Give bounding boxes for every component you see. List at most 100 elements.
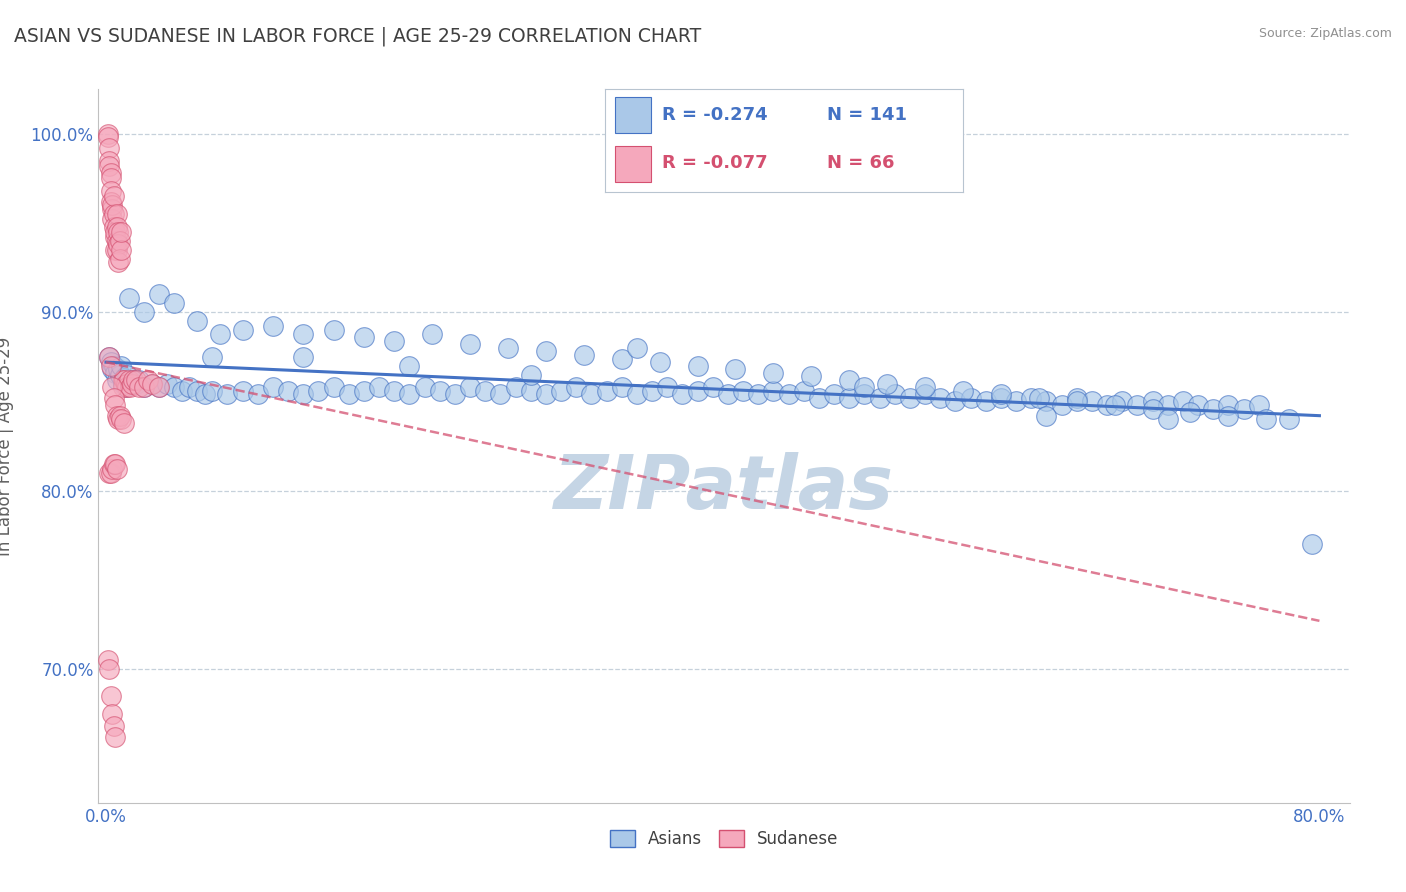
Point xyxy=(572,348,595,362)
Point xyxy=(292,326,315,341)
Point xyxy=(262,319,284,334)
Point xyxy=(1157,398,1180,412)
Point xyxy=(105,409,128,423)
Point xyxy=(307,384,329,398)
Point xyxy=(98,153,121,168)
Point xyxy=(420,326,443,341)
Point xyxy=(762,384,785,398)
Point xyxy=(138,373,160,387)
Point xyxy=(1104,398,1126,412)
Point xyxy=(114,380,136,394)
Point xyxy=(100,184,122,198)
Point xyxy=(626,387,648,401)
Point xyxy=(292,350,315,364)
Point xyxy=(122,373,145,387)
Point xyxy=(104,730,127,744)
Point xyxy=(105,373,128,387)
Point xyxy=(914,387,936,401)
Point xyxy=(100,466,122,480)
Point xyxy=(105,234,128,248)
Point xyxy=(108,252,131,266)
Point xyxy=(1278,412,1301,426)
Point xyxy=(793,384,815,398)
Point xyxy=(1081,394,1104,409)
Point xyxy=(838,391,860,405)
Point xyxy=(103,189,125,203)
Point xyxy=(262,380,284,394)
Point xyxy=(110,243,132,257)
Point xyxy=(626,341,648,355)
Text: R = -0.077: R = -0.077 xyxy=(662,153,768,171)
Point xyxy=(945,394,967,409)
Point xyxy=(100,359,122,373)
Point xyxy=(496,341,519,355)
Point xyxy=(156,376,179,391)
Point xyxy=(550,384,572,398)
Point xyxy=(104,366,127,380)
Point xyxy=(1066,394,1088,409)
Point xyxy=(1171,394,1194,409)
Point xyxy=(823,387,845,401)
Point xyxy=(1005,394,1028,409)
Point xyxy=(876,376,898,391)
Point xyxy=(581,387,603,401)
Point xyxy=(98,466,121,480)
Point xyxy=(112,371,135,385)
Point xyxy=(104,230,127,244)
Point xyxy=(413,380,436,394)
Point xyxy=(277,384,299,398)
Point xyxy=(163,296,186,310)
Point xyxy=(121,376,143,391)
Point xyxy=(1142,401,1164,416)
Point xyxy=(444,387,467,401)
Point xyxy=(231,384,253,398)
Point xyxy=(489,387,512,401)
Point xyxy=(100,355,122,369)
Point xyxy=(118,291,141,305)
Text: Source: ZipAtlas.com: Source: ZipAtlas.com xyxy=(1258,27,1392,40)
Point xyxy=(125,376,148,391)
Point xyxy=(990,391,1012,405)
Point xyxy=(337,387,360,401)
Point xyxy=(170,384,193,398)
Text: ZIPatlas: ZIPatlas xyxy=(554,452,894,525)
Point xyxy=(898,391,921,405)
Point xyxy=(148,380,170,394)
Point xyxy=(778,387,800,401)
Point xyxy=(762,366,785,380)
Point xyxy=(110,359,132,373)
Point xyxy=(474,384,496,398)
Point xyxy=(838,373,860,387)
Point xyxy=(853,380,876,394)
Point xyxy=(98,159,121,173)
Point xyxy=(217,387,239,401)
Point xyxy=(108,368,131,382)
Point xyxy=(118,376,141,391)
Legend: Asians, Sudanese: Asians, Sudanese xyxy=(603,823,845,855)
Point xyxy=(1202,401,1225,416)
Point xyxy=(853,387,876,401)
Point xyxy=(368,380,391,394)
Point xyxy=(1019,391,1042,405)
Point xyxy=(292,387,315,401)
Point xyxy=(110,412,132,426)
Point xyxy=(101,202,124,216)
Point xyxy=(641,384,664,398)
Text: N = 66: N = 66 xyxy=(827,153,894,171)
Point xyxy=(125,373,148,387)
Point xyxy=(747,387,769,401)
Point xyxy=(111,373,134,387)
Point xyxy=(1095,398,1118,412)
Point xyxy=(96,127,118,141)
Point xyxy=(1111,394,1133,409)
Point xyxy=(382,334,405,348)
Point xyxy=(1256,412,1278,426)
Point xyxy=(110,225,132,239)
Point xyxy=(103,391,125,405)
Point xyxy=(98,662,121,676)
Point xyxy=(132,380,155,394)
Point xyxy=(148,380,170,394)
Point xyxy=(107,412,129,426)
Point xyxy=(111,376,134,391)
Point xyxy=(1157,412,1180,426)
